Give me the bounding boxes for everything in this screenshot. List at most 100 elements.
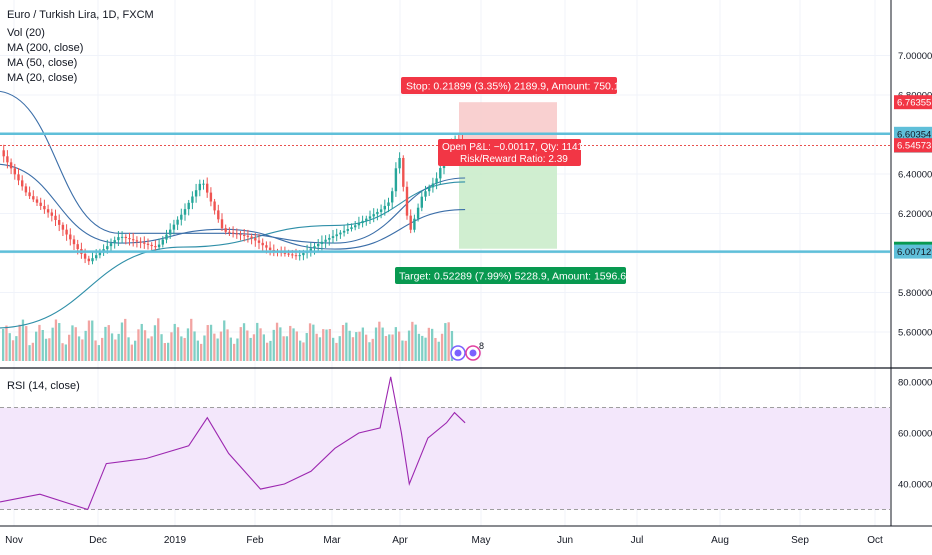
volume-bar: [325, 329, 328, 361]
volume-bar: [236, 338, 239, 361]
volume-bar: [213, 333, 216, 361]
candle-body: [43, 205, 46, 210]
legend-study-ma50[interactable]: MA (50, close): [7, 57, 77, 69]
stop-label[interactable]: Stop: 0.21899 (3.35%) 2189.9, Amount: 75…: [401, 77, 626, 94]
volume-bar: [84, 330, 87, 361]
y-tick-label: 7.00000: [898, 51, 932, 62]
legend-study-vol[interactable]: Vol (20): [7, 27, 45, 39]
volume-bar: [431, 328, 434, 361]
candle-body: [113, 240, 116, 244]
volume-bar: [434, 337, 437, 361]
volume-bar: [266, 342, 269, 361]
candle-body: [228, 231, 231, 233]
volume-bars: [2, 318, 454, 361]
candle-body: [35, 199, 39, 203]
volume-bar: [110, 333, 114, 361]
price-tag[interactable]: 6.60354: [894, 126, 932, 141]
x-tick-label: Mar: [323, 535, 341, 546]
x-tick-label: Jun: [557, 535, 573, 546]
volume-bar: [51, 327, 54, 361]
target-label[interactable]: Target: 0.52289 (7.99%) 5228.9, Amount: …: [395, 267, 632, 284]
rsi-legend[interactable]: RSI (14, close): [7, 380, 80, 392]
candle-body: [13, 168, 16, 175]
candle-body: [342, 230, 346, 233]
candle-body: [357, 223, 361, 226]
candle-body: [354, 225, 357, 228]
volume-bar: [322, 329, 325, 361]
volume-bar: [18, 324, 21, 361]
candle-body: [405, 186, 409, 216]
volume-bar: [404, 340, 407, 361]
candle-body: [231, 232, 235, 234]
y-tick-label: 5.60000: [898, 328, 932, 339]
stop-loss-zone[interactable]: [459, 102, 557, 146]
ma-line-1: [0, 181, 466, 329]
volume-bar: [275, 322, 279, 361]
x-tick-label: Feb: [246, 535, 264, 546]
candle-body: [376, 211, 379, 215]
volume-bar: [384, 335, 388, 361]
price-tag[interactable]: 6.76355: [894, 95, 932, 110]
price-tag-text: 6.54573: [897, 141, 931, 152]
candle-body: [224, 228, 227, 232]
candle-body: [87, 258, 90, 262]
volume-bar: [176, 327, 180, 361]
candle-body: [98, 252, 102, 256]
candle-body: [302, 252, 305, 256]
volume-bar: [81, 339, 84, 361]
candle-body: [180, 214, 183, 220]
candle-body: [58, 220, 61, 225]
volume-bar: [216, 338, 219, 361]
x-tick-label: Dec: [89, 535, 107, 546]
candle-body: [132, 239, 135, 241]
volume-bar: [256, 322, 259, 361]
candle-body: [372, 214, 375, 217]
rr-label-text: Risk/Reward Ratio: 2.39: [460, 154, 568, 165]
volume-bar: [262, 334, 265, 361]
candle-body: [298, 255, 301, 257]
price-tag[interactable]: 6.00712: [894, 244, 932, 259]
price-tag[interactable]: 6.54573: [894, 138, 932, 153]
event-markers[interactable]: 8: [450, 341, 484, 361]
candle-body: [331, 236, 335, 238]
x-tick-label: Sep: [791, 535, 809, 546]
candle-body: [317, 244, 320, 247]
pnl-label[interactable]: Open P&L: −0.00117, Qty: 1141 Risk/Rewar…: [438, 139, 584, 166]
rsi-pane[interactable]: 80.0000 60.0000 40.0000: [0, 376, 932, 511]
candle-body: [165, 234, 168, 240]
volume-bar: [269, 340, 272, 361]
volume-bar: [361, 327, 364, 361]
volume-bar: [371, 338, 374, 361]
volume-bar: [312, 324, 315, 361]
long-position-tool[interactable]: [459, 102, 557, 249]
volume-bar: [368, 342, 371, 361]
candle-body: [202, 183, 205, 185]
candle-body: [320, 241, 324, 245]
candle-body: [250, 236, 253, 239]
volume-bar: [388, 334, 391, 361]
volume-bar: [35, 331, 38, 361]
stop-label-bg: [401, 77, 617, 94]
volume-bar: [120, 322, 124, 361]
rsi-band: [0, 407, 890, 510]
candle-body: [379, 209, 383, 212]
volume-bar: [328, 329, 331, 361]
candle-body: [46, 209, 50, 213]
candle-body: [243, 234, 246, 236]
candle-body: [387, 202, 390, 206]
candle-body: [335, 234, 338, 237]
candle-body: [413, 218, 416, 230]
volume-bar: [414, 324, 417, 361]
legend-study-ma20[interactable]: MA (20, close): [7, 72, 77, 84]
legend-study-ma200[interactable]: MA (200, close): [7, 42, 83, 54]
volume-bar: [203, 335, 206, 361]
price-tag-bg: [894, 244, 932, 259]
candle-body: [183, 209, 187, 215]
target-label-text: Target: 0.52289 (7.99%) 5228.9, Amount: …: [399, 271, 632, 283]
volume-bar: [272, 329, 275, 361]
candle-body: [187, 202, 190, 210]
candle-body: [309, 248, 312, 251]
